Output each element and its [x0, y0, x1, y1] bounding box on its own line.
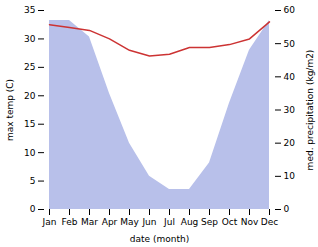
- svg-text:35: 35: [24, 5, 35, 15]
- svg-text:15: 15: [24, 119, 35, 129]
- svg-text:Aug: Aug: [181, 217, 199, 227]
- svg-text:50: 50: [284, 39, 296, 49]
- svg-text:Nov: Nov: [241, 217, 259, 227]
- svg-text:Jan: Jan: [42, 217, 57, 227]
- svg-text:Feb: Feb: [62, 217, 78, 227]
- svg-text:60: 60: [284, 5, 296, 15]
- svg-text:0: 0: [284, 204, 290, 214]
- svg-text:30: 30: [284, 105, 296, 115]
- svg-text:max temp (C): max temp (C): [5, 79, 15, 141]
- svg-text:5: 5: [30, 176, 36, 186]
- svg-text:40: 40: [284, 72, 296, 82]
- svg-text:10: 10: [24, 148, 36, 158]
- svg-text:Jul: Jul: [163, 217, 175, 227]
- svg-text:Jun: Jun: [141, 217, 156, 227]
- svg-text:25: 25: [24, 62, 35, 72]
- svg-text:Oct: Oct: [222, 217, 238, 227]
- svg-text:30: 30: [24, 34, 36, 44]
- svg-text:Sep: Sep: [201, 217, 218, 227]
- svg-text:May: May: [120, 217, 139, 227]
- svg-text:0: 0: [30, 204, 36, 214]
- svg-text:Dec: Dec: [261, 217, 278, 227]
- svg-text:date (month): date (month): [130, 234, 189, 244]
- svg-text:10: 10: [284, 171, 296, 181]
- svg-text:med. precipitation (kg/m2): med. precipitation (kg/m2): [305, 50, 315, 171]
- svg-text:Mar: Mar: [81, 217, 98, 227]
- svg-text:20: 20: [24, 91, 36, 101]
- svg-text:20: 20: [284, 138, 296, 148]
- svg-text:Apr: Apr: [102, 217, 118, 227]
